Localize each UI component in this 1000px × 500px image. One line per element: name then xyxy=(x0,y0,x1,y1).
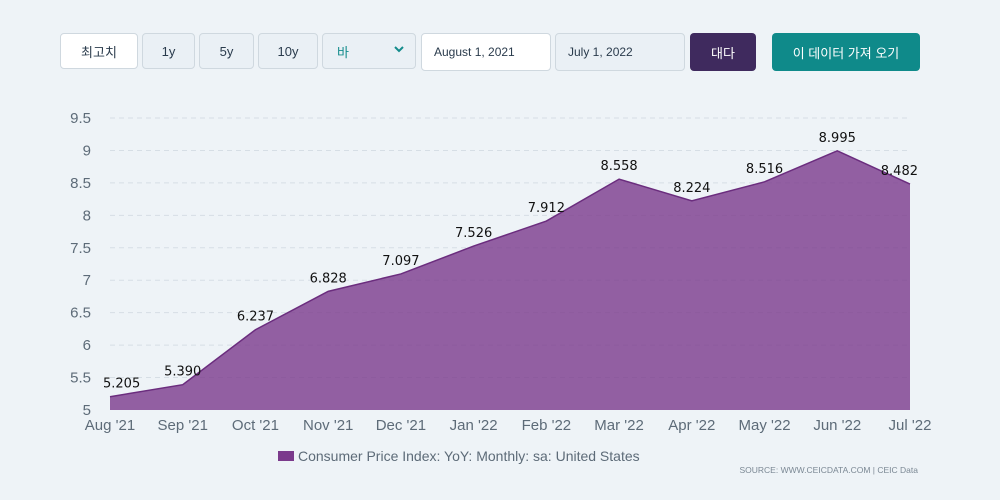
end-date-input[interactable]: July 1, 2022 xyxy=(555,33,685,71)
y-axis: 5 5.5 6 6.5 7 7.5 8 8.5 9 9.5 xyxy=(70,110,91,419)
range-10y-button[interactable]: 10y xyxy=(258,33,318,69)
x-tick-label: Apr '22 xyxy=(668,417,715,434)
data-label: 7.526 xyxy=(455,226,492,241)
chevron-down-icon xyxy=(394,46,404,53)
x-tick-label: Aug '21 xyxy=(85,417,135,434)
data-label: 6.828 xyxy=(310,271,347,286)
data-label: 7.097 xyxy=(382,254,419,269)
apply-button[interactable]: 대다 xyxy=(690,33,756,71)
y-tick-label: 8 xyxy=(83,207,91,224)
data-point[interactable] xyxy=(107,394,113,400)
legend[interactable]: Consumer Price Index: YoY: Monthly: sa: … xyxy=(278,448,640,464)
data-point[interactable] xyxy=(762,179,768,185)
y-tick-label: 9.5 xyxy=(70,110,91,127)
data-point[interactable] xyxy=(252,327,258,333)
data-point[interactable] xyxy=(616,176,622,182)
x-tick-label: Oct '21 xyxy=(232,417,279,434)
data-point[interactable] xyxy=(398,271,404,277)
y-tick-label: 5 xyxy=(83,402,91,419)
data-label: 8.995 xyxy=(819,131,856,146)
data-label: 8.224 xyxy=(673,181,710,196)
data-label: 8.558 xyxy=(600,159,637,174)
data-labels: 5.205 5.390 6.237 6.828 7.097 7.526 7.912 8.558… xyxy=(103,131,918,400)
chart-type-value: 바 xyxy=(337,44,349,60)
series-area xyxy=(110,150,910,410)
x-tick-label: May '22 xyxy=(739,417,791,434)
data-point[interactable] xyxy=(907,181,913,187)
data-point[interactable] xyxy=(471,243,477,249)
toolbar: 최고치 1y 5y 10y 바 August 1, 2021 July 1, 2… xyxy=(60,33,920,71)
y-tick-label: 7.5 xyxy=(70,240,91,257)
x-tick-label: Feb '22 xyxy=(522,417,572,434)
y-tick-label: 6 xyxy=(83,337,91,354)
data-point[interactable] xyxy=(834,148,840,154)
x-tick-label: Jun '22 xyxy=(813,417,861,434)
y-tick-label: 8.5 xyxy=(70,175,91,192)
y-tick-label: 6.5 xyxy=(70,305,91,322)
x-tick-label: Sep '21 xyxy=(158,417,208,434)
data-point[interactable] xyxy=(689,198,695,204)
data-point[interactable] xyxy=(325,288,331,294)
data-label: 8.482 xyxy=(881,164,918,179)
data-label: 5.390 xyxy=(164,365,201,380)
chart-type-select[interactable]: 바 xyxy=(322,33,416,69)
data-point[interactable] xyxy=(543,218,549,224)
start-date-input[interactable]: August 1, 2021 xyxy=(421,33,551,71)
legend-swatch xyxy=(278,451,294,461)
data-label: 8.516 xyxy=(746,162,783,177)
legend-label: Consumer Price Index: YoY: Monthly: sa: … xyxy=(298,448,640,464)
data-point[interactable] xyxy=(180,382,186,388)
range-1y-button[interactable]: 1y xyxy=(142,33,195,69)
series-line xyxy=(109,149,911,398)
x-tick-label: Dec '21 xyxy=(376,417,426,434)
x-axis: Aug '21 Sep '21 Oct '21 Nov '21 Dec '21 Jan '… xyxy=(85,417,932,434)
y-tick-label: 9 xyxy=(83,142,91,159)
x-tick-label: Mar '22 xyxy=(594,417,644,434)
y-tick-label: 5.5 xyxy=(70,370,91,387)
x-tick-label: Jan '22 xyxy=(450,417,498,434)
get-data-button[interactable]: 이 데이터 가져 오기 xyxy=(772,33,920,71)
x-tick-label: Jul '22 xyxy=(889,417,932,434)
data-label: 7.912 xyxy=(528,201,565,216)
data-label: 5.205 xyxy=(103,377,140,392)
range-max-button[interactable]: 최고치 xyxy=(60,33,138,69)
data-label: 6.237 xyxy=(237,310,274,325)
x-tick-label: Nov '21 xyxy=(303,417,353,434)
y-tick-label: 7 xyxy=(83,272,91,289)
source-note: SOURCE: WWW.CEICDATA.COM | CEIC Data xyxy=(739,465,918,475)
range-5y-button[interactable]: 5y xyxy=(199,33,254,69)
